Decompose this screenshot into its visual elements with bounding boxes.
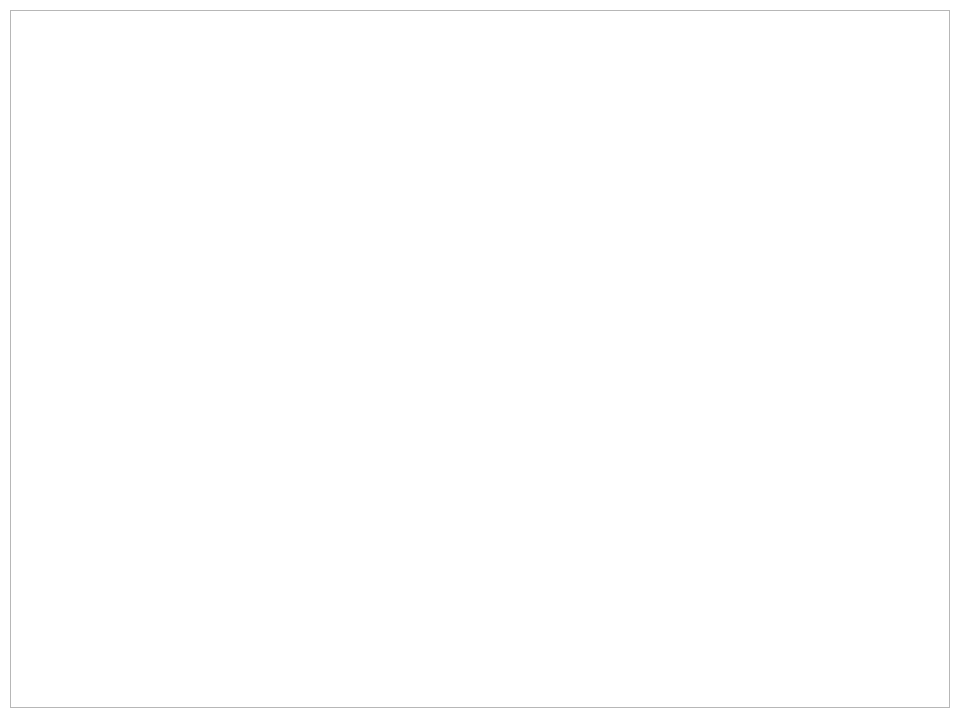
image-border bbox=[10, 10, 950, 708]
